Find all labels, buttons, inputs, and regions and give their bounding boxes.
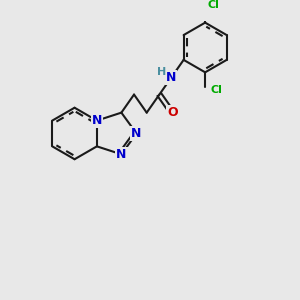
Text: N: N: [131, 127, 142, 140]
Text: N: N: [166, 71, 176, 85]
Text: Cl: Cl: [211, 85, 223, 95]
Text: N: N: [116, 148, 127, 161]
Text: Cl: Cl: [208, 0, 220, 10]
Text: N: N: [92, 114, 102, 127]
Text: O: O: [167, 106, 178, 118]
Text: H: H: [157, 67, 167, 76]
